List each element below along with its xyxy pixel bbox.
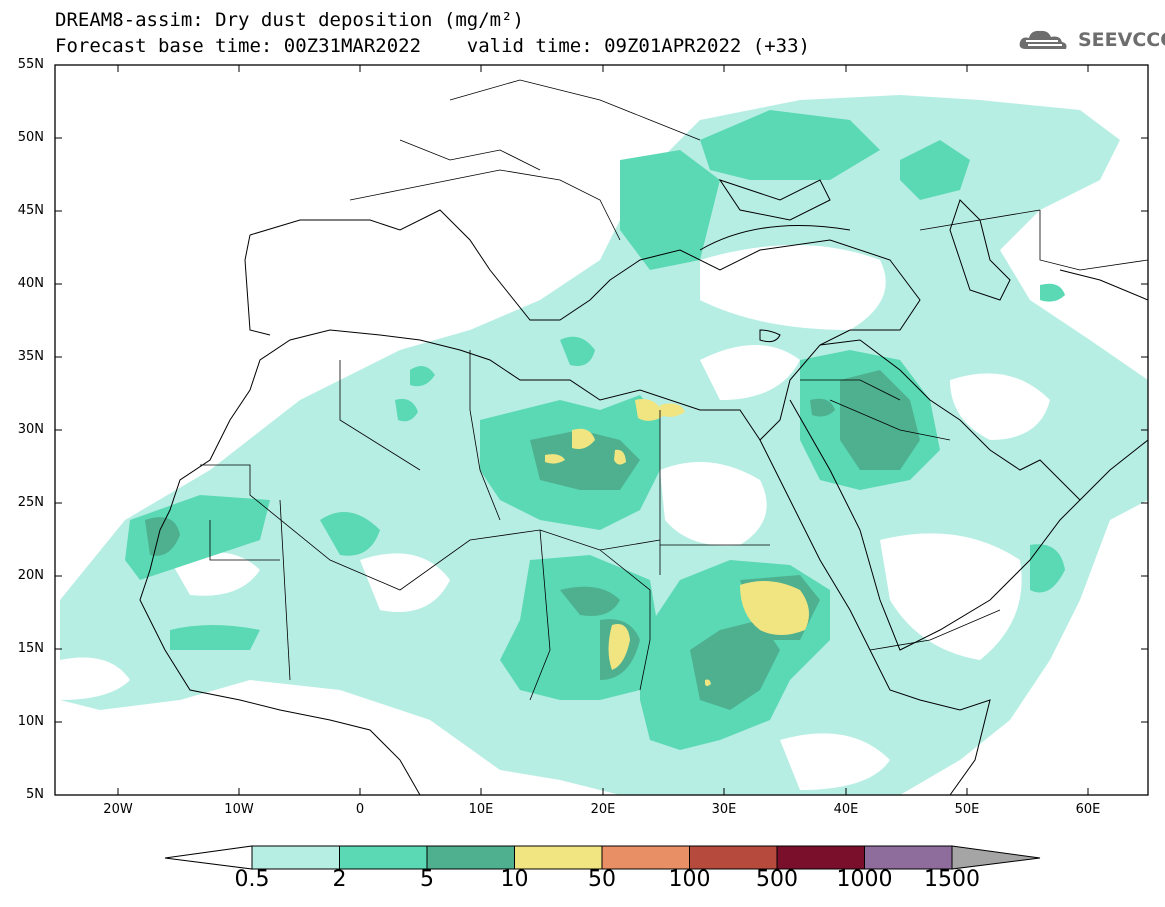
lat-label: 40N bbox=[17, 276, 44, 291]
country-borders bbox=[200, 79, 1148, 701]
lat-label: 55N bbox=[17, 57, 44, 72]
colorbar-label: 2 bbox=[332, 867, 347, 892]
colorbar-label: 50 bbox=[588, 867, 616, 892]
colorbar-label: 0.5 bbox=[234, 867, 270, 892]
colorbar-segment bbox=[864, 845, 953, 870]
axis-ticks bbox=[55, 64, 1148, 796]
lat-label: 45N bbox=[17, 203, 44, 218]
colorbar-under-arrow bbox=[164, 845, 253, 870]
colorbar-segment bbox=[601, 845, 690, 870]
lat-label: 10N bbox=[17, 714, 44, 729]
colorbar-label: 5 bbox=[420, 867, 434, 892]
deposition-gaps bbox=[60, 245, 1050, 790]
lat-label: 35N bbox=[17, 349, 44, 364]
logo-text: SEEVCCC bbox=[1078, 29, 1165, 51]
lon-label: 60E bbox=[1075, 802, 1101, 817]
colorbar-segment bbox=[251, 845, 340, 870]
colorbar-label: 100 bbox=[668, 867, 711, 892]
colorbar-label: 1500 bbox=[924, 867, 980, 892]
lat-label: 50N bbox=[17, 130, 44, 145]
lon-label: 40E bbox=[833, 802, 859, 817]
lon-label: 20W bbox=[103, 802, 133, 817]
cloud-logo-icon bbox=[1019, 30, 1067, 49]
lon-label: 30E bbox=[711, 802, 737, 817]
lon-label: 20E bbox=[590, 802, 616, 817]
seevccc-logo: SEEVCCC bbox=[1018, 27, 1165, 53]
colorbar-segment bbox=[426, 845, 515, 870]
lat-label: 25N bbox=[17, 495, 44, 510]
deposition-field bbox=[60, 95, 1148, 795]
lat-label: 5N bbox=[26, 787, 44, 802]
colorbar-over-arrow bbox=[951, 845, 1041, 870]
colorbar-label: 500 bbox=[756, 867, 798, 892]
lon-label: 50E bbox=[954, 802, 980, 817]
colorbar-segment bbox=[776, 845, 865, 870]
lat-label: 30N bbox=[17, 422, 44, 437]
lon-label: 0 bbox=[355, 802, 365, 817]
colorbar-label: 1000 bbox=[836, 867, 893, 892]
map-title: DREAM8-assim: Dry dust deposition (mg/m²… bbox=[55, 9, 524, 31]
coastlines bbox=[139, 179, 1148, 795]
colorbar-segment bbox=[689, 845, 778, 870]
colorbar bbox=[164, 845, 1041, 870]
lon-label: 10W bbox=[224, 802, 254, 817]
colorbar-label: 10 bbox=[500, 867, 529, 892]
map-subtitle: Forecast base time: 00Z31MAR2022 valid t… bbox=[55, 35, 810, 57]
deposition-level-4 bbox=[545, 399, 809, 686]
lat-label: 15N bbox=[17, 641, 44, 656]
colorbar-segment bbox=[339, 845, 428, 870]
lat-label: 20N bbox=[17, 568, 44, 583]
colorbar-segment bbox=[514, 845, 603, 870]
lon-label: 10E bbox=[468, 802, 494, 817]
